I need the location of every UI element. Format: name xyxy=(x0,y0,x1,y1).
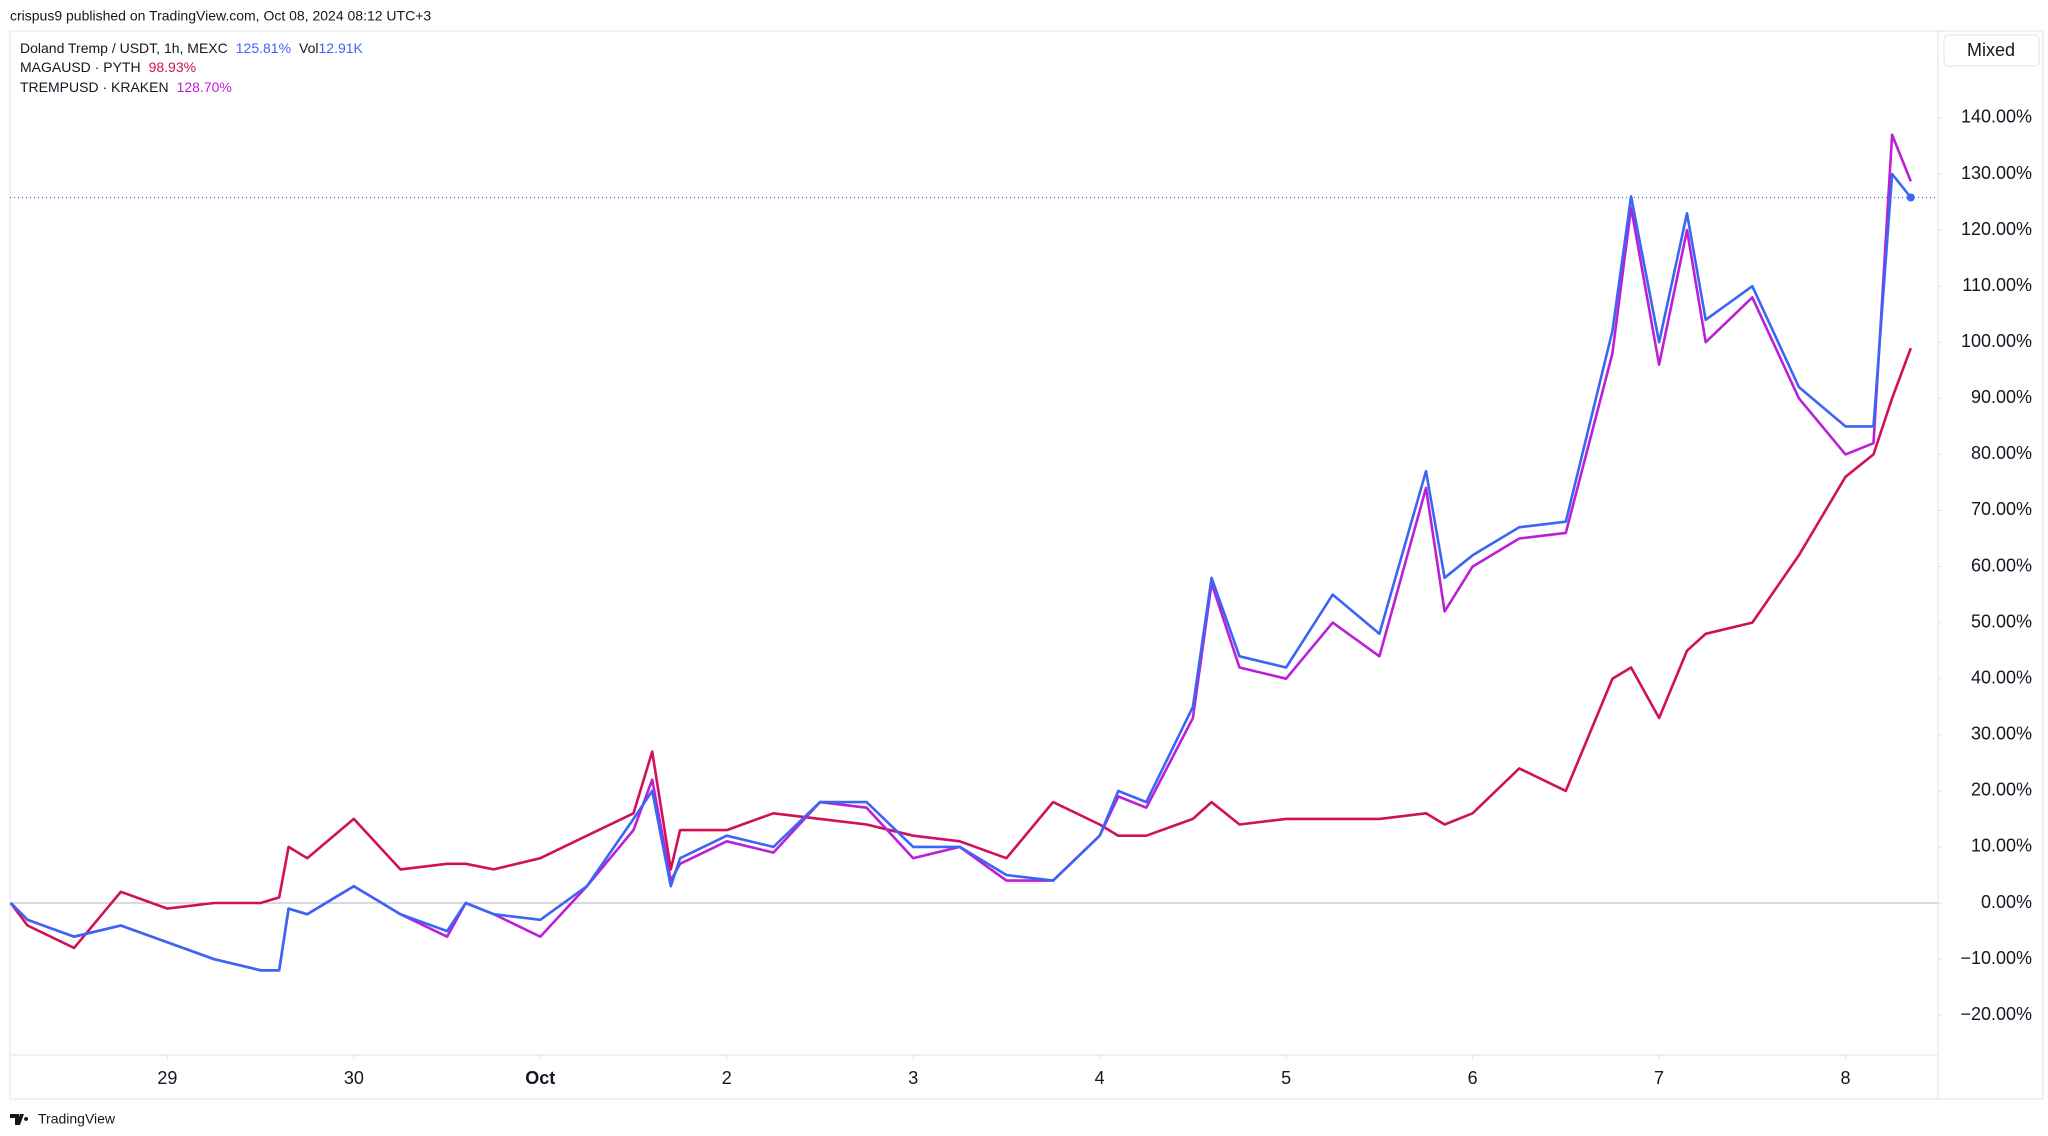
x-tick-label: 8 xyxy=(1841,1068,1851,1088)
y-tick-label: 90.00% xyxy=(1971,387,2032,407)
y-tick-label: 30.00% xyxy=(1971,724,2032,744)
y-tick-label: 40.00% xyxy=(1971,667,2032,687)
legend-volume-label: Vol xyxy=(299,40,318,56)
y-tick-label: 20.00% xyxy=(1971,780,2032,800)
y-tick-label: 50.00% xyxy=(1971,611,2032,631)
legend-value: 98.93% xyxy=(149,59,196,75)
x-tick-label: 3 xyxy=(908,1068,918,1088)
x-tick-label: 6 xyxy=(1468,1068,1478,1088)
y-tick-label: 100.00% xyxy=(1961,331,2032,351)
y-tick-label: 130.00% xyxy=(1961,163,2032,183)
legend-name: Doland Tremp / USDT, 1h, MEXC xyxy=(20,40,228,56)
y-tick-label: 70.00% xyxy=(1971,499,2032,519)
x-tick-label: Oct xyxy=(525,1068,555,1088)
y-tick-label: 10.00% xyxy=(1971,836,2032,856)
y-tick-label: 0.00% xyxy=(1981,892,2032,912)
last-price-dot xyxy=(1906,193,1915,202)
legend-entry: MAGAUSD · PYTH 98.93% xyxy=(20,59,196,75)
legend-entry: Doland Tremp / USDT, 1h, MEXC 125.81% Vol1… xyxy=(20,40,364,56)
y-tick-label: 80.00% xyxy=(1971,443,2032,463)
y-tick-label: −20.00% xyxy=(1960,1004,2032,1024)
brand: TradingView xyxy=(38,1111,116,1127)
legend-value: 125.81% xyxy=(236,40,291,56)
x-tick-label: 5 xyxy=(1281,1068,1291,1088)
x-tick-label: 7 xyxy=(1654,1068,1664,1088)
legend-name: TREMPUSD · KRAKEN xyxy=(20,79,169,95)
x-tick-label: 4 xyxy=(1095,1068,1105,1088)
x-tick-label: 29 xyxy=(157,1068,177,1088)
y-tick-label: 110.00% xyxy=(1962,275,2032,295)
legend-volume: 12.91K xyxy=(319,40,364,56)
series-line xyxy=(9,347,1913,950)
series-line xyxy=(9,172,1912,972)
y-tick-label: 140.00% xyxy=(1961,107,2032,127)
legend-value: 128.70% xyxy=(177,79,232,95)
scale-mode-label[interactable]: Mixed xyxy=(1967,40,2015,60)
x-tick-label: 2 xyxy=(722,1068,732,1088)
x-tick-label: 30 xyxy=(344,1068,364,1088)
y-tick-label: 60.00% xyxy=(1971,555,2032,575)
y-tick-label: −10.00% xyxy=(1960,948,2032,968)
publish-info: crispus9 published on TradingView.com, O… xyxy=(10,8,431,24)
legend-name: MAGAUSD · PYTH xyxy=(20,59,141,75)
y-tick-label: 120.00% xyxy=(1961,219,2032,239)
legend-entry: TREMPUSD · KRAKEN 128.70% xyxy=(20,79,232,95)
scale-mode-button[interactable] xyxy=(1943,34,2040,67)
brand-logo xyxy=(10,1114,29,1125)
chart-frame xyxy=(9,30,2044,1100)
